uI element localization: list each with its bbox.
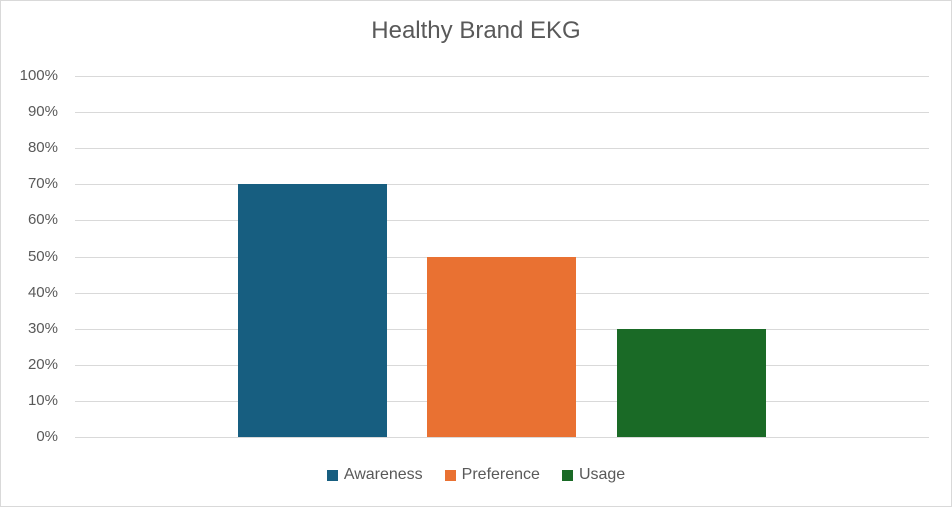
gridline	[75, 76, 929, 77]
legend-label: Awareness	[343, 466, 423, 483]
y-tick-label: 30%	[27, 319, 58, 337]
legend-swatch	[326, 469, 338, 481]
legend-swatch	[444, 469, 456, 481]
y-tick-label: 10%	[27, 391, 58, 409]
legend-item-awareness[interactable]: Awareness	[326, 466, 423, 484]
legend-label: Preference	[461, 466, 540, 483]
legend-item-usage[interactable]: Usage	[561, 466, 626, 484]
legend-label: Usage	[578, 466, 626, 483]
bar-usage[interactable]	[617, 328, 766, 437]
gridline	[75, 112, 929, 114]
legend: Awareness Preference Usage	[0, 466, 952, 484]
y-tick-label: 80%	[27, 139, 58, 157]
y-tick-label: 100%	[19, 67, 58, 84]
y-tick-label: 70%	[27, 175, 58, 193]
y-tick-label: 90%	[27, 103, 58, 121]
gridline	[75, 184, 929, 186]
y-tick-label: 50%	[27, 247, 58, 265]
y-tick-label: 20%	[27, 355, 58, 373]
gridline	[75, 220, 929, 222]
y-tick-label: 0%	[36, 428, 58, 445]
plot-area	[75, 76, 929, 438]
y-tick-label: 40%	[27, 283, 58, 301]
gridline	[75, 437, 929, 438]
bar-preference[interactable]	[427, 256, 576, 437]
y-tick-label: 60%	[27, 211, 58, 229]
legend-swatch	[561, 469, 573, 481]
bar-awareness[interactable]	[238, 184, 387, 437]
chart-title: Healthy Brand EKG	[371, 17, 581, 44]
gridline	[75, 148, 929, 150]
legend-item-preference[interactable]: Preference	[444, 466, 540, 484]
